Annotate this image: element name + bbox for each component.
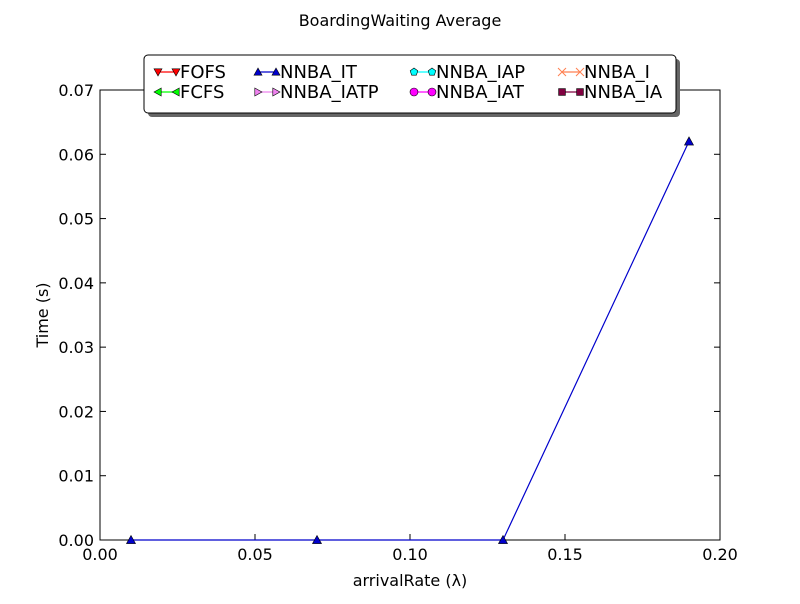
data-point [683, 136, 695, 146]
legend-label: NNBA_IATP [280, 82, 379, 103]
y-tick-label: 0.01 [58, 467, 94, 486]
legend-label: FCFS [180, 82, 224, 103]
chart-title: BoardingWaiting Average [299, 11, 502, 30]
legend-marker [153, 68, 163, 77]
legend-marker [576, 88, 584, 96]
legend-marker [557, 67, 567, 77]
series-line [131, 141, 690, 541]
x-tick-label: 0.15 [547, 545, 583, 564]
y-tick-label: 0.03 [58, 338, 94, 357]
y-tick-label: 0.05 [58, 210, 94, 229]
legend-label: NNBA_IAT [436, 82, 525, 103]
legend-marker [409, 67, 419, 76]
legend-marker [427, 67, 437, 76]
legend-label: FOFS [180, 62, 226, 83]
legend-label: NNBA_IT [280, 62, 358, 83]
series-layer [125, 136, 695, 544]
y-axis-label: Time (s) [33, 282, 52, 348]
legend-marker [254, 87, 263, 97]
x-tick-label: 0.00 [82, 545, 118, 564]
data-point [497, 534, 509, 544]
legend-label: NNBA_IA [584, 82, 663, 103]
data-point [125, 534, 137, 544]
legend-marker [171, 87, 180, 97]
legend-marker [575, 67, 585, 77]
x-tick-label: 0.05 [237, 545, 273, 564]
y-tick-label: 0.02 [58, 402, 94, 421]
plot-area [99, 89, 721, 541]
legend-marker [427, 87, 437, 97]
legend-marker [409, 87, 419, 97]
legend-label: NNBA_I [584, 62, 650, 83]
y-tick-label: 0.04 [58, 274, 94, 293]
data-point [311, 534, 323, 544]
x-axis-label: arrivalRate (λ) [353, 571, 468, 590]
x-tick-label: 0.10 [392, 545, 428, 564]
legend-marker [271, 67, 281, 76]
y-tick-label: 0.00 [58, 531, 94, 550]
legend-marker [558, 88, 566, 96]
legend-marker [171, 68, 181, 77]
legend-marker [253, 67, 263, 76]
y-tick-label: 0.06 [58, 145, 94, 164]
y-axis: 0.00 0.01 0.02 0.03 0.04 0.05 0.06 0.07 [58, 81, 720, 550]
legend-marker [272, 87, 281, 97]
legend-marker [153, 87, 162, 97]
x-tick-label: 0.20 [702, 545, 738, 564]
y-tick-label: 0.07 [58, 81, 94, 100]
legend-label: NNBA_IAP [436, 62, 525, 83]
